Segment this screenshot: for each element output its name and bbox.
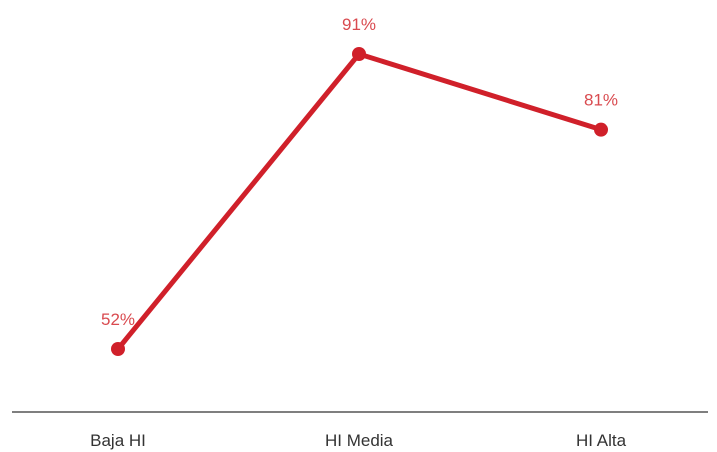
x-tick-label-2: HI Media: [325, 431, 394, 450]
data-label-3: 81%: [584, 91, 618, 110]
data-labels: 52% 91% 81%: [101, 15, 618, 329]
data-points: [111, 47, 608, 356]
data-point-2: [352, 47, 366, 61]
series-line: [118, 54, 601, 349]
x-tick-labels: Baja HI HI Media HI Alta: [90, 431, 626, 450]
data-label-2: 91%: [342, 15, 376, 34]
x-tick-label-3: HI Alta: [576, 431, 627, 450]
data-point-3: [594, 123, 608, 137]
x-tick-label-1: Baja HI: [90, 431, 146, 450]
data-point-1: [111, 342, 125, 356]
data-label-1: 52%: [101, 310, 135, 329]
